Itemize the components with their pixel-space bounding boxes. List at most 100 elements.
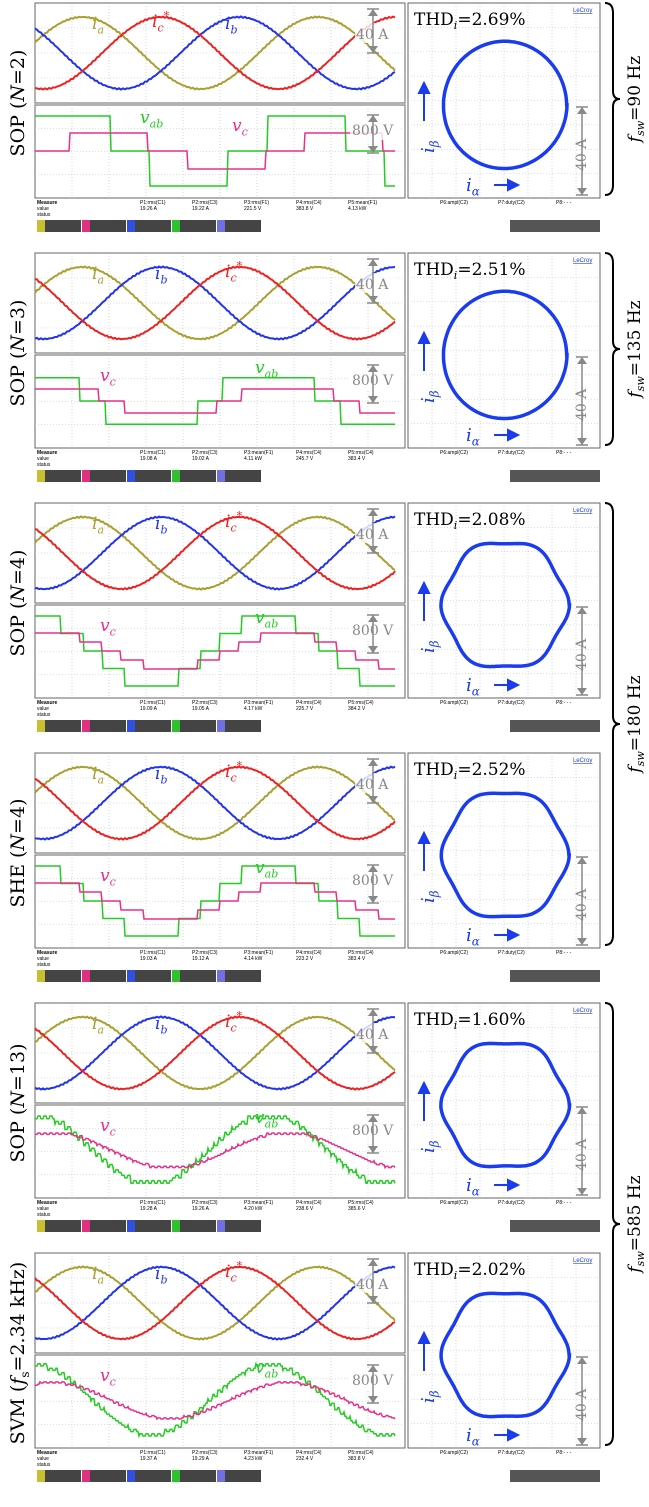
measure-value: 19.12 A bbox=[192, 956, 210, 962]
measure-value: 383.8 V bbox=[348, 1456, 366, 1462]
channel-info bbox=[90, 470, 126, 482]
text-part: c bbox=[110, 625, 116, 638]
text-part: = bbox=[457, 10, 471, 30]
measure-name: P7:duty(C2) bbox=[498, 1200, 525, 1206]
current-scale: 40 A bbox=[574, 638, 590, 671]
text-part: c bbox=[230, 271, 236, 284]
text-part: N bbox=[7, 1090, 29, 1109]
text-part: c bbox=[230, 521, 236, 534]
channel-box bbox=[172, 220, 180, 232]
text-part: β bbox=[428, 1140, 442, 1148]
channel-box bbox=[37, 720, 45, 732]
text-part: β bbox=[428, 1390, 442, 1398]
channel-info bbox=[45, 970, 81, 982]
text-part: v bbox=[100, 866, 110, 886]
text-part: ab bbox=[265, 367, 279, 380]
text-part: ab bbox=[150, 117, 164, 130]
current-scale: 40 A bbox=[574, 1138, 590, 1171]
brace bbox=[605, 503, 620, 945]
channel-info bbox=[225, 720, 261, 732]
text-part: c bbox=[110, 375, 116, 388]
measure-name: P6:ampl(C2) bbox=[440, 700, 468, 706]
measure-value: 19.08 A bbox=[140, 456, 158, 462]
measure-value: 223.2 V bbox=[296, 956, 314, 962]
measure-value: 4.23 kW bbox=[244, 1456, 263, 1462]
channel-info bbox=[135, 1470, 171, 1482]
text-part: ab bbox=[265, 867, 279, 880]
channel-box bbox=[82, 470, 90, 482]
voltage-scale: 800 V bbox=[352, 123, 394, 139]
measure-name: P6:ampl(C2) bbox=[440, 450, 468, 456]
timebase-box bbox=[510, 220, 600, 232]
current-scale: 40 A bbox=[574, 138, 590, 171]
measure-value: 4.20 kW bbox=[244, 1206, 263, 1212]
channel-box bbox=[172, 720, 180, 732]
text-part: b bbox=[160, 273, 167, 286]
text-part: v bbox=[100, 616, 110, 636]
method-label: SOP (N=4) bbox=[7, 550, 29, 657]
measure-name: P8:- - - bbox=[556, 450, 572, 456]
channel-box bbox=[172, 1220, 180, 1232]
channel-box bbox=[82, 1220, 90, 1232]
thd-label: THDi=2.02% bbox=[414, 1260, 526, 1282]
measure-row: status bbox=[37, 462, 51, 468]
text-part: 90 Hz bbox=[625, 56, 645, 107]
channel-info bbox=[45, 720, 81, 732]
voltage-scale: 800 V bbox=[352, 873, 394, 889]
channel-box bbox=[217, 470, 225, 482]
text-part: = bbox=[457, 510, 471, 530]
channel-info bbox=[225, 970, 261, 982]
channel-info bbox=[180, 1220, 216, 1232]
thd-label: THDi=2.69% bbox=[414, 10, 526, 32]
text-part: sw bbox=[634, 376, 647, 392]
text-part: SOP ( bbox=[7, 102, 29, 157]
text-part: ab bbox=[265, 1117, 279, 1130]
panel: SVM (fs=2.34 kHz)iaibic*40 Avcvab800 VMe… bbox=[7, 1253, 600, 1482]
channel-box bbox=[217, 1220, 225, 1232]
text-part: v bbox=[255, 608, 265, 628]
measure-value: 19.37 A bbox=[140, 1456, 158, 1462]
text-part: = bbox=[457, 1260, 471, 1280]
measure-value: 384.2 V bbox=[348, 706, 366, 712]
channel-box bbox=[82, 720, 90, 732]
measure-name: P7:duty(C2) bbox=[498, 450, 525, 456]
text-part: b bbox=[160, 523, 167, 536]
measure-value: 232.4 V bbox=[296, 1456, 314, 1462]
channel-info bbox=[135, 220, 171, 232]
text-part: a bbox=[97, 1273, 104, 1286]
measure-name: P6:ampl(C2) bbox=[440, 950, 468, 956]
measure-name: P7:duty(C2) bbox=[498, 700, 525, 706]
channel-box bbox=[82, 970, 90, 982]
timebase-box bbox=[510, 470, 600, 482]
text-part: 2.51% bbox=[472, 260, 526, 280]
text-part: c bbox=[157, 21, 163, 34]
brand: LeCroy bbox=[573, 508, 592, 514]
text-part: α bbox=[472, 1185, 480, 1199]
measure-name: P8:- - - bbox=[556, 1450, 572, 1456]
text-part: sw bbox=[634, 751, 647, 767]
voltage-scale: 800 V bbox=[352, 623, 394, 639]
text-part: 2.08% bbox=[472, 510, 526, 530]
text-part: sw bbox=[634, 1251, 647, 1267]
text-part: N bbox=[7, 334, 29, 353]
channel-info bbox=[90, 1470, 126, 1482]
timebase-box bbox=[510, 1220, 600, 1232]
text-part: α bbox=[472, 435, 480, 449]
measure-row: status bbox=[37, 212, 51, 218]
measure-value: 19.05 A bbox=[192, 706, 210, 712]
panel: SOP (N=4)iaibic*40 Avcvab800 VMeasureval… bbox=[7, 503, 600, 732]
channel-info bbox=[90, 720, 126, 732]
measure-name: P8:- - - bbox=[556, 1200, 572, 1206]
text-part: N bbox=[7, 584, 29, 603]
channel-info bbox=[225, 470, 261, 482]
text-part: * bbox=[237, 509, 243, 522]
text-part: SHE ( bbox=[7, 851, 29, 908]
measure-value: 383.4 V bbox=[348, 956, 366, 962]
text-part: THD bbox=[414, 1010, 454, 1030]
text-part: β bbox=[428, 390, 442, 398]
measure-value: 19.28 A bbox=[140, 1206, 158, 1212]
text-part: SOP ( bbox=[7, 352, 29, 407]
measure-value: 4.11 kW bbox=[244, 456, 262, 462]
current-scale: 40 A bbox=[574, 388, 590, 421]
text-part: c bbox=[110, 1375, 116, 1388]
